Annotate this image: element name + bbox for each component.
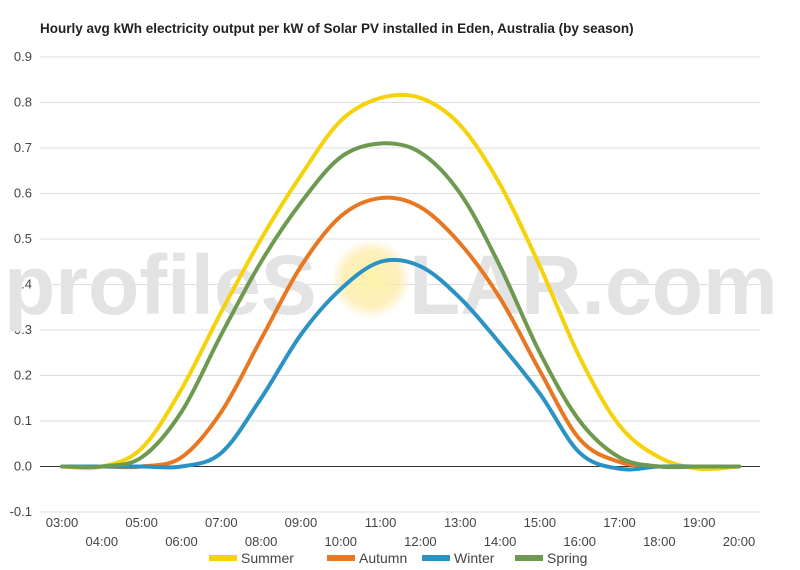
legend-swatch bbox=[209, 555, 237, 561]
y-tick-label: 0.9 bbox=[14, 49, 32, 64]
x-tick-label: 18:00 bbox=[643, 534, 676, 549]
legend-item-autumn[interactable]: Autumn bbox=[327, 550, 407, 566]
series-line-autumn bbox=[60, 195, 741, 470]
x-tick-label: 13:00 bbox=[444, 515, 477, 530]
x-tick-label: 11:00 bbox=[365, 515, 397, 530]
y-tick-label: 0.2 bbox=[14, 368, 32, 383]
y-tick-label: 0.1 bbox=[14, 413, 32, 428]
x-tick-label: 12:00 bbox=[404, 534, 437, 549]
series-line-spring bbox=[60, 141, 741, 470]
y-tick-label: 0.6 bbox=[14, 186, 32, 201]
chart-title: Hourly avg kWh electricity output per kW… bbox=[40, 21, 634, 36]
x-tick-label: 15:00 bbox=[524, 515, 557, 530]
legend: Summer Autumn Winter Spring bbox=[209, 550, 587, 566]
x-tick-label: 06:00 bbox=[165, 534, 198, 549]
y-tick-label: 0.7 bbox=[14, 140, 32, 155]
legend-swatch bbox=[422, 555, 450, 561]
x-tick-label: 09:00 bbox=[285, 515, 318, 530]
watermark-text-right: LAR.com bbox=[409, 238, 778, 332]
legend-item-summer[interactable]: Summer bbox=[209, 550, 294, 566]
x-tick-label: 19:00 bbox=[683, 515, 716, 530]
x-tick-label: 16:00 bbox=[563, 534, 596, 549]
series-line-summer bbox=[60, 92, 741, 472]
y-tick-label: -0.1 bbox=[10, 504, 32, 519]
y-tick-label: 0.5 bbox=[14, 231, 32, 246]
x-tick-label: 04:00 bbox=[86, 534, 119, 549]
series-line-winter bbox=[60, 257, 741, 472]
legend-label: Winter bbox=[454, 550, 495, 566]
x-tick-label: 07:00 bbox=[205, 515, 238, 530]
legend-swatch bbox=[327, 555, 355, 561]
watermark: profileS LAR.com bbox=[4, 238, 778, 332]
legend-label: Autumn bbox=[359, 550, 407, 566]
x-tick-label: 14:00 bbox=[484, 534, 517, 549]
y-tick-label: 0.8 bbox=[14, 95, 32, 110]
x-tick-label: 05:00 bbox=[125, 515, 158, 530]
x-tick-label: 10:00 bbox=[324, 534, 357, 549]
y-tick-label: 0.0 bbox=[14, 459, 32, 474]
watermark-text-left: profileS bbox=[4, 238, 317, 332]
y-tick-label: 0.4 bbox=[14, 277, 32, 292]
y-tick-label: 0.3 bbox=[14, 322, 32, 337]
watermark-sun-logo bbox=[331, 239, 411, 319]
x-tick-label: 03:00 bbox=[46, 515, 79, 530]
legend-item-spring[interactable]: Spring bbox=[515, 550, 587, 566]
series-group bbox=[60, 92, 741, 472]
x-tick-label: 08:00 bbox=[245, 534, 278, 549]
x-tick-label: 20:00 bbox=[723, 534, 756, 549]
x-axis: 03:00 04:00 05:00 06:00 07:00 08:00 09:00 10:00… bbox=[46, 515, 756, 549]
legend-label: Summer bbox=[241, 550, 294, 566]
legend-label: Spring bbox=[547, 550, 587, 566]
y-axis: -0.1 0.0 0.1 0.2 0.3 0.4 0.5 0.6 0.7 0.8 0.9 bbox=[10, 49, 32, 519]
legend-item-winter[interactable]: Winter bbox=[422, 550, 495, 566]
legend-swatch bbox=[515, 555, 543, 561]
x-tick-label: 17:00 bbox=[603, 515, 636, 530]
